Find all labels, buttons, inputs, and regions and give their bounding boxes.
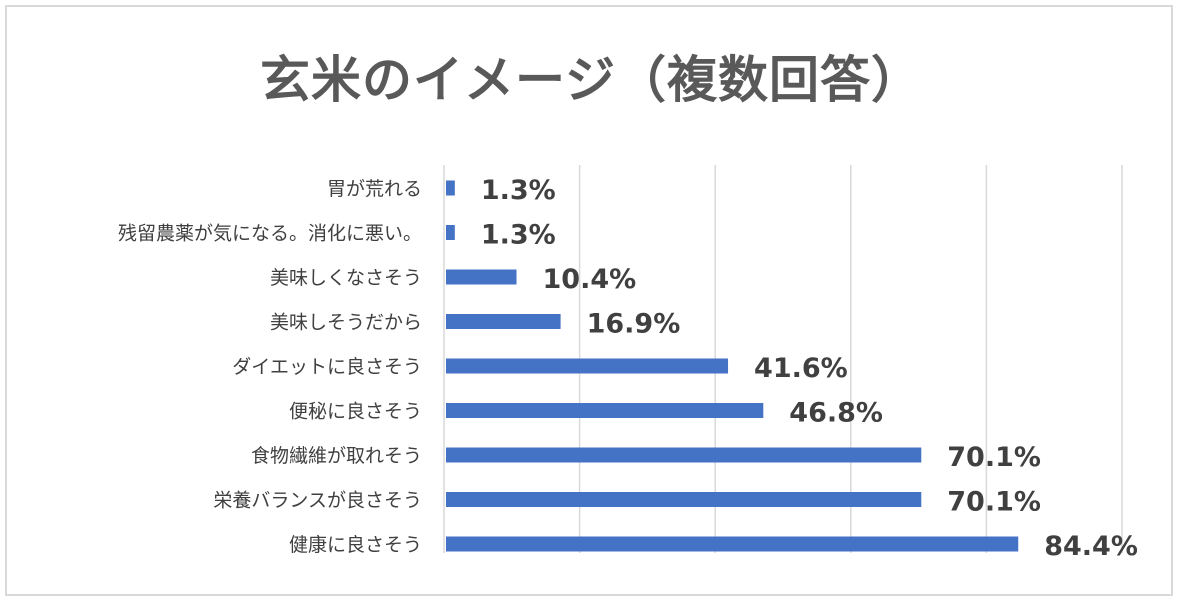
bar [446,314,561,329]
category-label: 便秘に良さそう [289,401,422,423]
data-label: 10.4% [543,264,637,295]
bar [446,180,455,196]
bar [446,536,1019,552]
data-label: 46.8% [789,398,883,429]
data-label: 1.3% [481,175,556,206]
data-label: 41.6% [754,353,848,384]
bar [446,403,764,418]
category-label: 残留農薬が気になる。消化に悪い。 [118,223,422,245]
category-label: 健康に良さそう [289,534,422,556]
bar [446,269,517,285]
data-label: 16.9% [587,309,681,340]
data-label: 1.3% [481,220,556,251]
data-label: 70.1% [947,442,1041,473]
category-label: ダイエットに良さそう [232,356,422,378]
chart-title: 玄米のイメージ（複数回答） [260,51,922,109]
bar [446,358,729,374]
category-label: 栄養バランスが良さそう [213,490,422,512]
bar [446,447,922,463]
category-label: 食物繊維が取れそう [251,445,422,467]
bar [446,225,455,240]
category-label: 美味しくなさそう [270,267,422,289]
bar [446,492,922,507]
category-label: 美味しそうだから [270,312,422,334]
category-label: 胃が荒れる [327,178,422,200]
data-label: 70.1% [947,487,1041,518]
data-label: 84.4% [1044,531,1138,562]
